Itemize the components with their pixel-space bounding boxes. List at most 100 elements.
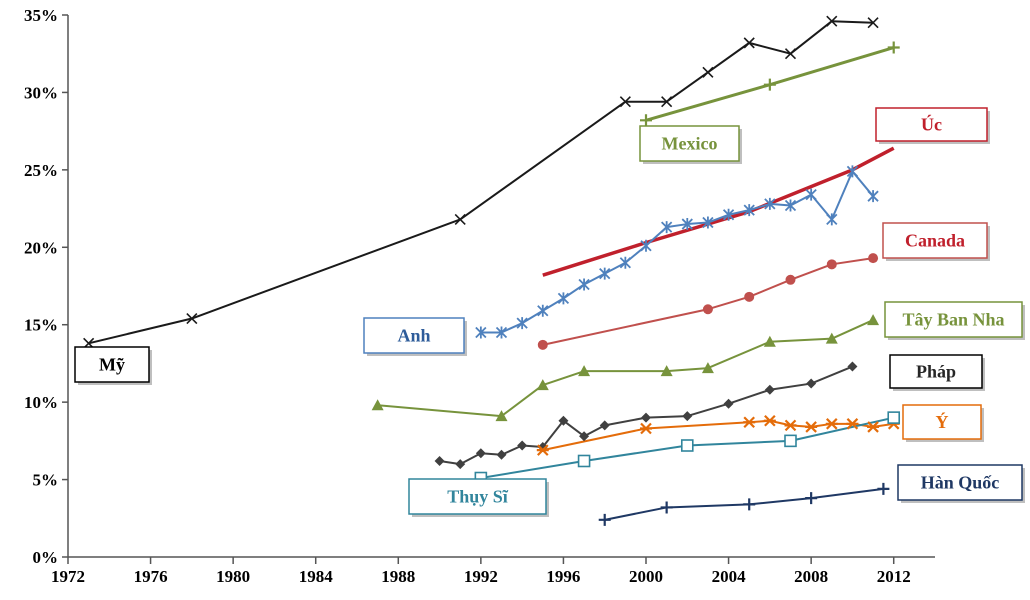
data-point <box>660 501 673 514</box>
marker-shape <box>867 17 879 29</box>
data-point <box>454 213 466 225</box>
marker-shape <box>455 459 466 470</box>
data-point <box>867 421 880 433</box>
marker-shape <box>763 78 776 91</box>
marker-shape <box>702 216 714 229</box>
data-point <box>536 379 549 391</box>
marker-shape <box>867 421 880 433</box>
marker-shape <box>640 114 652 127</box>
marker-shape <box>722 208 735 221</box>
marker-shape <box>640 422 652 435</box>
y-tick-label: 5% <box>33 471 59 490</box>
label-frame <box>889 354 983 389</box>
data-point <box>846 165 859 178</box>
series-label-box: Úc <box>875 107 990 144</box>
label-frame <box>897 464 1023 501</box>
marker-shape <box>743 37 755 49</box>
marker-shape <box>681 218 693 231</box>
marker-shape <box>537 304 549 317</box>
marker-shape <box>877 482 890 495</box>
data-point <box>701 362 714 374</box>
marker-shape <box>660 501 673 514</box>
marker-shape <box>826 213 838 226</box>
marker-shape <box>825 418 838 430</box>
data-point <box>805 421 818 433</box>
data-point <box>475 448 486 459</box>
marker-shape <box>826 259 837 270</box>
x-tick-label: 2012 <box>877 567 911 586</box>
data-point <box>805 188 817 201</box>
marker-shape <box>784 419 797 432</box>
data-point <box>826 213 838 226</box>
series-name-label: Hàn Quốc <box>921 473 1000 493</box>
marker-shape <box>578 365 591 377</box>
data-point <box>825 418 838 430</box>
series-name-label: Thụy Sĩ <box>447 487 509 507</box>
series-markers <box>83 15 901 526</box>
series-name-label: Anh <box>397 326 430 346</box>
marker-shape <box>743 416 756 429</box>
marker-shape <box>763 414 776 427</box>
data-point <box>495 410 508 422</box>
marker-shape <box>598 513 611 526</box>
marker-shape <box>557 292 570 305</box>
data-point <box>496 449 507 460</box>
data-point <box>640 422 652 435</box>
data-point <box>702 304 713 315</box>
data-point <box>877 482 890 495</box>
x-tick-label: 1972 <box>51 567 85 586</box>
marker-shape <box>744 291 755 302</box>
series-name-label: Pháp <box>916 362 956 382</box>
data-point <box>887 411 901 424</box>
series-line-3 <box>480 170 874 334</box>
data-point <box>599 267 611 280</box>
data-point <box>825 332 838 344</box>
marker-shape <box>641 412 651 423</box>
marker-shape <box>680 439 694 452</box>
data-point <box>784 434 797 448</box>
data-point <box>558 415 569 426</box>
x-tick-label: 1976 <box>134 567 168 586</box>
data-point <box>806 378 817 389</box>
marker-shape <box>660 365 673 377</box>
marker-shape <box>536 444 549 456</box>
data-point <box>598 513 611 526</box>
x-tick-label: 1996 <box>546 567 580 586</box>
tick-labels: 0% 5% 10% 15% 20% 25% 30% 35% 1972 1976 1980 1984 19… <box>24 6 911 586</box>
data-point <box>680 439 694 452</box>
series-name-label: Canada <box>905 231 965 251</box>
data-point <box>784 419 797 432</box>
marker-shape <box>434 455 445 466</box>
data-point <box>847 361 858 372</box>
marker-shape <box>887 41 900 54</box>
marker-shape <box>495 410 508 422</box>
y-tick-label: 0% <box>33 548 59 567</box>
series-name-label: Tây Ban Nha <box>902 310 1004 330</box>
x-tick-label: 1992 <box>464 567 498 586</box>
data-point <box>887 41 900 54</box>
marker-shape <box>846 165 859 178</box>
chart-axes <box>62 14 935 564</box>
series-name-label: Mexico <box>662 134 718 154</box>
data-point <box>826 15 838 27</box>
data-point <box>661 96 673 108</box>
marker-shape <box>785 274 796 285</box>
series-label-box: Thụy Sĩ <box>408 478 549 517</box>
marker-shape <box>661 96 673 108</box>
y-tick-label: 35% <box>24 6 58 25</box>
marker-shape <box>867 314 880 326</box>
data-point <box>557 292 570 305</box>
marker-shape <box>475 448 486 459</box>
marker-shape <box>682 411 693 422</box>
marker-shape <box>764 384 775 395</box>
label-frame <box>902 404 982 440</box>
marker-shape <box>763 335 776 347</box>
marker-shape <box>454 213 466 225</box>
data-point <box>660 365 673 377</box>
data-point <box>681 218 693 231</box>
y-tick-label: 15% <box>24 316 58 335</box>
data-point <box>641 412 651 423</box>
data-point <box>784 199 797 212</box>
marker-shape <box>868 253 879 264</box>
marker-shape <box>743 498 756 511</box>
